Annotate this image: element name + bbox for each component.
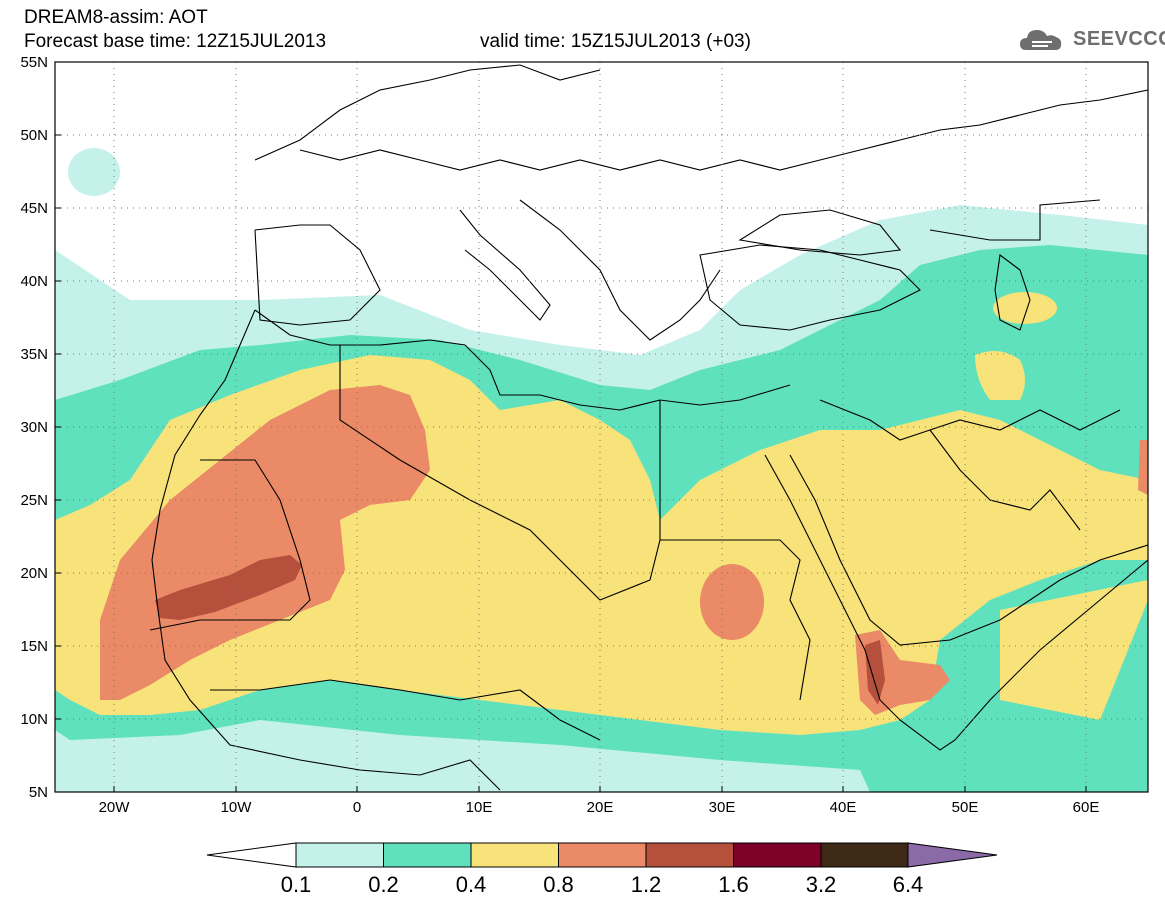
africa-coastline	[151, 309, 501, 791]
north-africa-coast	[254, 309, 791, 411]
map-title: DREAM8-assim: AOT	[24, 7, 208, 28]
colorbar-label: 0.2	[368, 872, 399, 897]
cloud-icon	[1020, 30, 1062, 50]
colorbar-label: 0.4	[456, 872, 487, 897]
lat-label: 10N	[20, 711, 48, 728]
caspian-coast	[994, 254, 1031, 331]
balkan-coast	[519, 199, 721, 341]
colorbar-label: 0.8	[543, 872, 574, 897]
colorbar-label: 6.4	[893, 872, 924, 897]
aot-patch-0.1	[68, 148, 120, 196]
aot-patch-orange-east	[1138, 440, 1148, 495]
turkey-coast	[699, 244, 921, 331]
borders-east	[660, 539, 811, 701]
colorbar-swatch	[733, 842, 822, 868]
lat-labels: 5N 10N 15N 20N 25N 30N 35N 40N 45N 50N 5…	[20, 54, 48, 801]
colorbar-swatch	[820, 842, 909, 868]
aot-patch-brown-eritrea	[865, 640, 885, 705]
aot-band-1.2	[155, 555, 302, 620]
aot-field	[55, 148, 1148, 792]
logo-text: SEEVCCC	[1073, 28, 1165, 50]
lat-label: 45N	[20, 200, 48, 217]
europe-north-coast	[254, 64, 601, 161]
valid-time: valid time: 15Z15JUL2013 (+03)	[480, 31, 751, 52]
colorbar-label: 1.2	[631, 872, 662, 897]
ticks	[55, 134, 1087, 792]
colorbar-over-arrow	[907, 842, 998, 868]
lon-label: 20W	[99, 799, 131, 816]
borders-caucasus	[929, 199, 1101, 241]
borders-central	[339, 345, 661, 601]
lon-label: 10W	[221, 799, 253, 816]
aot-patch-yellow-n	[975, 351, 1025, 400]
colorbar-label: 3.2	[806, 872, 837, 897]
borders-middle-east	[819, 399, 1121, 441]
forecast-base-time: Forecast base time: 12Z15JUL2013	[24, 31, 327, 52]
lat-label: 40N	[20, 273, 48, 290]
lat-label: 15N	[20, 638, 48, 655]
gulf-coast	[929, 429, 1081, 531]
graticule	[55, 62, 1148, 792]
lon-label: 20E	[587, 799, 614, 816]
colorbar-swatch	[645, 842, 734, 868]
lat-label: 20N	[20, 565, 48, 582]
colorbar-under-arrow	[206, 842, 297, 868]
lon-label: 30E	[709, 799, 736, 816]
colorbar	[206, 842, 998, 868]
lon-label: 10E	[466, 799, 493, 816]
aot-patch-yellow-caspian	[993, 292, 1057, 324]
lon-label: 40E	[830, 799, 857, 816]
aot-band-0.8	[100, 385, 430, 700]
colorbar-swatch	[470, 842, 559, 868]
europe-borders	[299, 89, 1148, 171]
lon-labels: 20W 10W 0 10E 20E 30E 40E 50E 60E	[99, 799, 1100, 816]
lat-label: 50N	[20, 127, 48, 144]
aot-patch-orange-sudan	[700, 564, 764, 640]
colorbar-swatch	[383, 842, 472, 868]
black-sea-coast	[738, 209, 902, 256]
red-sea-coast	[764, 454, 1148, 751]
lon-label: 50E	[952, 799, 979, 816]
colorbar-label: 0.1	[281, 872, 312, 897]
iberia-coast	[254, 224, 381, 326]
lon-label: 0	[353, 799, 361, 816]
lat-label: 35N	[20, 346, 48, 363]
colorbar-label: 1.6	[718, 872, 749, 897]
lat-label: 30N	[20, 419, 48, 436]
colorbar-swatch	[295, 842, 384, 868]
arabia-coast	[789, 454, 1148, 646]
borders-sahara	[149, 459, 311, 631]
colorbar-labels: 0.1 0.2 0.4 0.8 1.2 1.6 3.2 6.4	[281, 872, 924, 897]
lon-label: 60E	[1073, 799, 1100, 816]
coastlines	[149, 64, 1148, 791]
italy-coast	[459, 209, 551, 321]
colorbar-swatch	[558, 842, 647, 868]
lat-label: 55N	[20, 54, 48, 71]
aot-patch-yellow-sa	[1000, 580, 1148, 720]
borders-sahel	[210, 679, 601, 741]
lat-label: 5N	[29, 784, 48, 801]
lat-label: 25N	[20, 492, 48, 509]
